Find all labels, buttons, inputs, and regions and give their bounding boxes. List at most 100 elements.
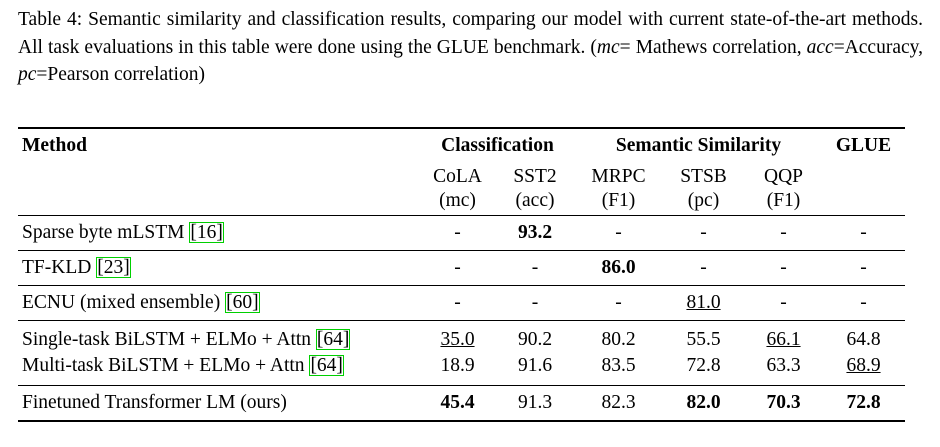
value: -	[615, 222, 622, 243]
value-cell: 68.9	[822, 353, 905, 386]
value: 55.5	[686, 329, 721, 350]
value: 82.3	[601, 392, 636, 413]
header-cell: GLUE	[835, 135, 892, 156]
value: -	[780, 292, 787, 313]
column-metric: (acc)	[515, 190, 555, 211]
citation: [64]	[315, 329, 351, 350]
column-metric: (F1)	[601, 190, 636, 211]
method-cell: ECNU (mixed ensemble) [60]	[18, 285, 420, 321]
value-cell: -	[420, 285, 495, 321]
value: 83.5	[601, 355, 636, 376]
value-cell: -	[495, 250, 575, 286]
value: 82.0	[686, 392, 721, 413]
citation: [60]	[225, 292, 260, 313]
value: 91.3	[517, 392, 553, 413]
value-cell: 91.3	[495, 385, 575, 421]
column-metric: (F1)	[766, 190, 801, 211]
value-cell: -	[745, 250, 822, 286]
value-cell: 45.4	[420, 385, 495, 421]
value: 90.2	[517, 329, 553, 350]
value: -	[615, 292, 622, 313]
value: -	[780, 222, 787, 243]
value: -	[860, 292, 867, 313]
header-cell: Method	[22, 135, 87, 156]
value-cell: 93.2	[495, 216, 575, 251]
value: 45.4	[440, 392, 475, 413]
value-cell: 55.5	[662, 320, 745, 353]
value-cell: 81.0	[662, 285, 745, 321]
table-row: Multi-task BiLSTM + ELMo + Attn [64] 18.9…	[18, 353, 905, 386]
value: -	[780, 257, 787, 278]
results-table: Method Classification Semantic Similarit…	[18, 127, 905, 422]
caption-text: pc	[18, 64, 37, 85]
blank	[18, 163, 420, 216]
value: 68.9	[846, 355, 881, 376]
value-cell: 72.8	[822, 385, 905, 421]
value: -	[860, 257, 867, 278]
value-cell: -	[822, 285, 905, 321]
caption-text: =Pearson correlation)	[36, 64, 205, 85]
value-cell: -	[745, 285, 822, 321]
column-header: CoLA (mc)	[420, 163, 495, 216]
value: 18.9	[440, 355, 475, 376]
method-name: Multi-task BiLSTM + ELMo + Attn	[22, 355, 305, 376]
caption-text: = Mathews correlation,	[619, 36, 807, 58]
value-cell: -	[575, 216, 662, 251]
value-cell: 82.0	[662, 385, 745, 421]
value-cell: 63.3	[745, 353, 822, 386]
method-name: Single-task BiLSTM + ELMo + Attn	[22, 329, 312, 350]
value-cell: 66.1	[745, 320, 822, 353]
column-header: MRPC (F1)	[575, 163, 662, 216]
method-cell: TF-KLD [23]	[18, 250, 420, 286]
value-cell: -	[420, 216, 495, 251]
value-cell: -	[745, 216, 822, 251]
value: 64.8	[846, 329, 881, 350]
value: 86.0	[601, 257, 636, 278]
blank	[822, 163, 905, 216]
value-cell: -	[495, 285, 575, 321]
method-name: ECNU (mixed ensemble)	[22, 292, 221, 313]
column-metric: (mc)	[439, 190, 476, 211]
value: 93.2	[517, 222, 553, 243]
header-cell: Semantic Similarity	[615, 135, 782, 156]
value: -	[700, 222, 707, 243]
value-cell: 70.3	[745, 385, 822, 421]
value: -	[860, 222, 867, 243]
method-name: Finetuned Transformer LM (ours)	[22, 392, 287, 413]
header-cell: Classification	[441, 135, 554, 156]
value-cell: -	[662, 216, 745, 251]
table-row: Sparse byte mLSTM [16] - 93.2 - - - -	[18, 216, 905, 251]
method-cell: Multi-task BiLSTM + ELMo + Attn [64]	[18, 353, 420, 386]
value-cell: -	[822, 250, 905, 286]
column-header: SST2 (acc)	[495, 163, 575, 216]
column-header: QQP (F1)	[745, 163, 822, 216]
value-cell: 82.3	[575, 385, 662, 421]
value: -	[700, 257, 707, 278]
method-cell: Single-task BiLSTM + ELMo + Attn [64]	[18, 320, 420, 353]
column-name: QQP	[763, 166, 803, 187]
value: 91.6	[517, 355, 553, 376]
value: -	[531, 257, 539, 278]
method-name: TF-KLD	[22, 257, 92, 278]
value: -	[454, 292, 461, 313]
column-metric: (pc)	[687, 190, 720, 211]
method-name: Sparse byte mLSTM	[22, 222, 185, 243]
value-cell: -	[822, 216, 905, 251]
value-cell: 91.6	[495, 353, 575, 386]
value-cell: 83.5	[575, 353, 662, 386]
value-cell: 80.2	[575, 320, 662, 353]
value: -	[454, 257, 461, 278]
caption-text: Table 4: Semantic similarity and classif…	[18, 9, 923, 58]
value-cell: 35.0	[420, 320, 495, 353]
value-cell: -	[575, 285, 662, 321]
table-row: Finetuned Transformer LM (ours) 45.4 91.3 8…	[18, 385, 905, 421]
subheader-row: CoLA (mc) SST2 (acc) MRPC (F1) STSB (pc) QQP (F1)	[18, 163, 905, 216]
table-row: ECNU (mixed ensemble) [60] - - - 81.0 - -	[18, 285, 905, 321]
column-name: MRPC	[591, 166, 646, 187]
value: 66.1	[766, 329, 801, 350]
citation: [16]	[189, 222, 224, 243]
column-header: STSB (pc)	[662, 163, 745, 216]
value: 72.8	[846, 392, 881, 413]
column-name: CoLA	[433, 166, 482, 187]
